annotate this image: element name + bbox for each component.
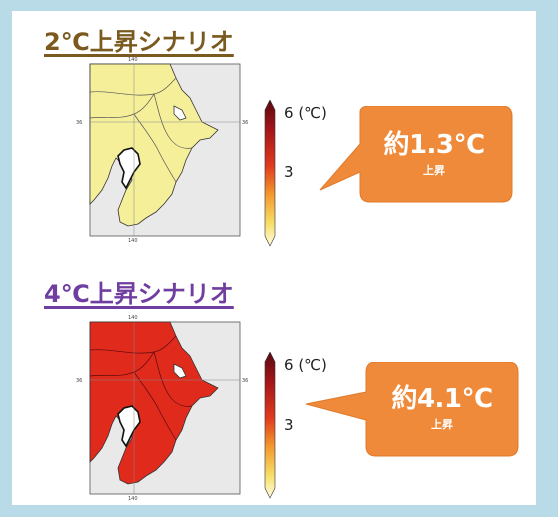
lake-water [173, 105, 187, 121]
callout-bubble-shape [319, 105, 513, 203]
lon-tick-top: 140 [128, 57, 138, 63]
map-4c-scenario: 140 140 36 36 [76, 315, 248, 502]
callout-4c: 約4.1℃ 上昇 [300, 361, 520, 466]
lat-tick-left: 36 [76, 120, 82, 126]
lon-tick-bottom: 140 [128, 496, 138, 502]
colorbar-mid-label: 3 [284, 416, 294, 434]
scenario-title-4c: 4℃上昇シナリオ [44, 280, 234, 308]
callout-bubble-shape [305, 361, 519, 457]
scenario-title-2c: 2℃上昇シナリオ [44, 28, 234, 56]
map-2c-scenario: 140 140 36 36 [76, 57, 248, 244]
callout-caption: 上昇 [431, 418, 453, 431]
colorbar-max-label: 6 [284, 104, 294, 122]
colorbar-max-label: 6 [284, 356, 294, 374]
lon-tick-top: 140 [128, 315, 138, 321]
bay-water [117, 147, 141, 190]
callout-2c: 約1.3℃ 上昇 [314, 105, 514, 210]
land-area [89, 63, 219, 227]
lake-water [173, 363, 187, 379]
colorbar-mid-label: 3 [284, 163, 294, 181]
lat-tick-right: 36 [242, 378, 248, 384]
lon-tick-bottom: 140 [128, 238, 138, 244]
graticule [90, 64, 240, 236]
callout-value: 約4.1℃ [391, 384, 493, 414]
callout-caption: 上昇 [423, 164, 445, 177]
colorbar-4c [264, 352, 276, 499]
land-area [89, 321, 219, 485]
colorbar-unit-label: (℃) [298, 356, 327, 374]
callout-value: 約1.3℃ [383, 130, 485, 160]
bay-water [117, 405, 141, 448]
graticule [90, 322, 240, 494]
lat-tick-right: 36 [242, 120, 248, 126]
colorbar-2c [264, 100, 276, 247]
colorbar-unit-label: (℃) [298, 104, 327, 122]
lat-tick-left: 36 [76, 378, 82, 384]
